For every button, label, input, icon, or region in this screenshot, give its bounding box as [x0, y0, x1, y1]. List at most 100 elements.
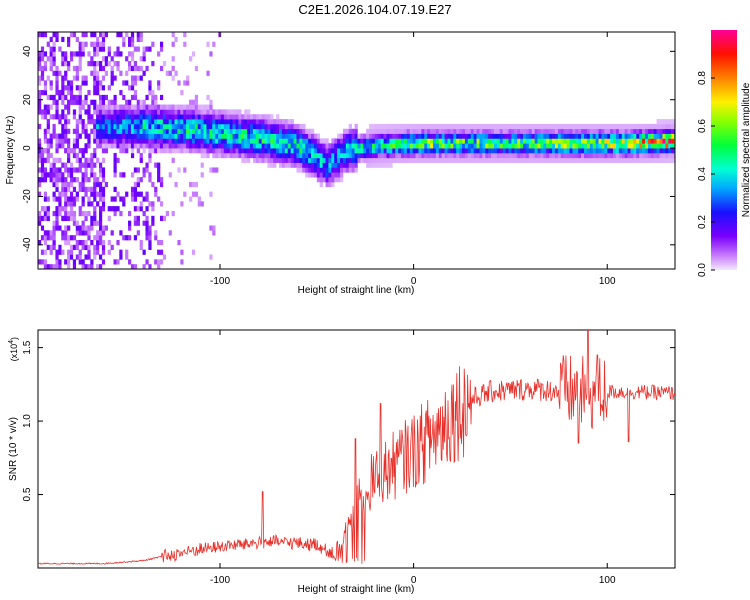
spectrogram-cell	[386, 162, 390, 168]
spectrogram-cell	[554, 123, 559, 130]
spectrogram-cell	[69, 191, 74, 197]
spectrogram-cell	[450, 152, 454, 159]
spectrogram-cell	[157, 138, 161, 144]
spectrogram-cell	[40, 172, 45, 178]
spectrogram-cell	[398, 152, 402, 159]
spectrogram-cell	[322, 177, 326, 183]
spectrogram-cell	[479, 143, 483, 149]
spectrogram-cell	[98, 215, 103, 221]
spectrogram-cell	[508, 157, 512, 163]
spectrogram-cell	[43, 172, 48, 178]
spectrogram-cell	[639, 138, 643, 144]
spectrogram-cell	[470, 152, 474, 159]
spectrogram-cell	[119, 210, 123, 217]
spectrogram-cell	[482, 128, 486, 134]
spectrogram-cell	[244, 123, 248, 130]
spectrogram-cell	[87, 133, 91, 139]
spectrogram-cell	[96, 104, 100, 110]
spectrogram-cell	[98, 220, 103, 226]
spectrogram-cell	[488, 143, 492, 149]
spectrogram-cell	[435, 123, 440, 130]
spectrogram-cell	[194, 191, 199, 197]
spectrogram-cell	[104, 61, 108, 67]
spectrogram-cell	[58, 206, 62, 212]
spectrogram-cell	[395, 152, 399, 159]
spectrogram-cell	[125, 80, 129, 86]
spectrogram-cell	[302, 138, 306, 144]
spectrogram-cell	[261, 128, 265, 134]
spectrogram-cell	[98, 191, 103, 197]
spectrogram-cell	[43, 259, 48, 265]
spectrogram-cell	[432, 138, 437, 144]
spectrogram-cell	[87, 225, 91, 231]
spectrogram-cell	[386, 152, 390, 159]
spectrogram-cell	[52, 32, 56, 38]
spectrogram-cell	[55, 80, 59, 86]
spectrogram-cell	[61, 99, 65, 105]
spectrogram-cell	[575, 157, 579, 163]
spectrogram-cell	[630, 157, 634, 163]
spectrogram-cell	[194, 109, 199, 115]
spectrogram-cell	[453, 157, 457, 163]
spectrogram-cell	[392, 133, 396, 139]
spectrogram-cell	[537, 152, 541, 159]
spectrogram-cell	[151, 41, 155, 47]
spectrogram-cell	[334, 172, 338, 178]
spectrogram-cell	[505, 148, 509, 154]
spectrogram-cell	[668, 133, 672, 139]
spectrogram-cell	[43, 61, 48, 67]
spectrogram-cell	[61, 90, 65, 96]
spectrogram-cell	[183, 41, 187, 47]
spectrogram-cell	[311, 167, 315, 173]
spectrogram-cell	[159, 133, 164, 139]
spectrogram-cell	[485, 143, 489, 149]
spectrogram-cell	[165, 138, 169, 144]
spectrogram-cell	[313, 172, 318, 178]
spectrogram-cell	[133, 61, 138, 67]
spectrogram-cell	[435, 148, 440, 154]
spectrogram-cell	[104, 114, 108, 120]
spectrogram-cell	[110, 206, 114, 212]
spectrogram-cell	[98, 94, 103, 101]
spectrogram-cell	[514, 128, 518, 134]
spectrogram-cell	[136, 128, 140, 134]
spectrogram-cell	[136, 114, 140, 120]
spectrogram-cell	[200, 114, 204, 120]
spectrogram-cell	[113, 94, 117, 101]
x-tick-label: -100	[210, 276, 230, 287]
spectrogram-cell	[130, 191, 135, 197]
spectrogram-cell	[122, 201, 126, 207]
spectrogram-cell	[130, 104, 135, 110]
spectrogram-cell	[49, 235, 53, 241]
spectrogram-cell	[157, 259, 161, 265]
spectrogram-cell	[200, 152, 204, 159]
spectrogram-cell	[93, 249, 97, 255]
spectrogram-cell	[215, 114, 219, 120]
spectrogram-cell	[589, 143, 594, 149]
spectrogram-cell	[133, 196, 138, 202]
spectrogram-cell	[104, 138, 108, 144]
spectrogram-cell	[218, 152, 222, 159]
spectrogram-cell	[151, 220, 155, 226]
spectrogram-cell	[258, 148, 262, 154]
spectrogram-cell	[145, 225, 149, 231]
spectrogram-cell	[186, 123, 190, 130]
spectrogram-cell	[377, 123, 381, 130]
spectrogram-cell	[101, 249, 106, 255]
spectrogram-cell	[482, 152, 486, 159]
spectrogram-cell	[101, 172, 106, 178]
spectrogram-cell	[444, 133, 448, 139]
spectrogram-cell	[369, 162, 373, 168]
spectrogram-cell	[64, 75, 68, 81]
spectrogram-cell	[61, 114, 65, 120]
spectrogram-cell	[145, 133, 149, 139]
spectrogram-cell	[69, 215, 74, 221]
spectrogram-cell	[215, 133, 219, 139]
spectrogram-cell	[84, 123, 88, 130]
spectrogram-cell	[473, 138, 477, 144]
spectrogram-cell	[61, 230, 65, 236]
spectrogram-cell	[58, 177, 62, 183]
spectrogram-cell	[116, 191, 120, 197]
spectrogram-cell	[159, 249, 164, 255]
spectrogram-cell	[342, 138, 347, 144]
